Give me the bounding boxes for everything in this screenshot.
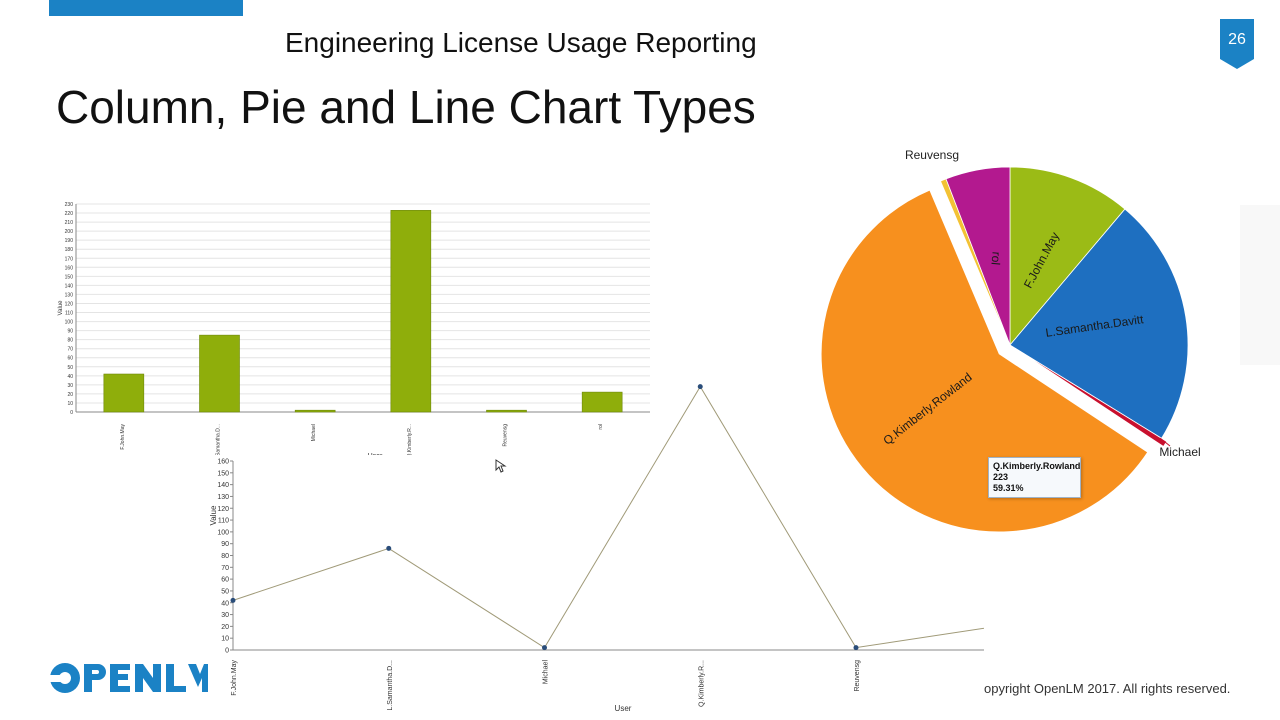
line-y-tick-label: 100 [217, 529, 229, 536]
bar-q-kimberly-r [390, 210, 432, 413]
bar-x-tick-label: L.Samantha.D... [216, 424, 222, 460]
copyright-text: opyright OpenLM 2017. All rights reserve… [984, 681, 1231, 696]
line-point-l-samantha-d [386, 545, 392, 551]
bar-x-tick-label: rol [598, 424, 604, 430]
pie-slice-q-kimberly-rowland [820, 189, 1149, 533]
line-y-tick-label: 140 [217, 482, 229, 489]
bar-y-tick-label: 190 [65, 238, 74, 244]
line-point-michael [542, 645, 547, 651]
pie-tooltip: Q.Kimberly.Rowland 223 59.31% [988, 457, 1081, 498]
line-y-tick-label: 40 [221, 600, 229, 607]
bar-f-john-may [103, 373, 145, 413]
line-x-tick-label: Reuvensg [854, 660, 861, 692]
pie-leader-michael [1159, 437, 1171, 447]
bar-y-tick-label: 30 [67, 383, 73, 389]
bar-y-tick-label: 220 [65, 211, 74, 217]
bar-y-axis-label: Value [58, 300, 64, 316]
tooltip-percent: 59.31% [993, 483, 1024, 493]
pie-slice-f-john-may [1009, 166, 1126, 347]
bar-y-tick-label: 90 [67, 329, 73, 335]
bar-y-tick-label: 110 [65, 311, 73, 317]
line-x-axis-label: User [615, 704, 632, 713]
line-y-tick-label: 150 [217, 470, 229, 477]
line-y-tick-label: 70 [221, 565, 229, 572]
bar-y-tick-label: 210 [65, 220, 74, 226]
openlm-logo [48, 663, 208, 693]
bar-y-tick-label: 10 [67, 401, 73, 407]
line-x-tick-label: L.Samantha.D... [387, 660, 394, 711]
bar-l-samantha-d [199, 334, 240, 413]
bar-y-tick-label: 160 [65, 265, 74, 271]
line-y-tick-label: 130 [217, 494, 229, 501]
presentation-subtitle: Engineering License Usage Reporting [285, 27, 757, 58]
line-y-tick-label: 20 [221, 624, 229, 631]
bar-y-tick-label: 0 [70, 410, 73, 416]
line-chart-background [205, 455, 985, 720]
line-y-tick-label: 160 [217, 459, 229, 466]
line-point-q-kimberly-r [697, 384, 703, 390]
bar-y-tick-label: 200 [65, 229, 74, 235]
line-x-tick-label: F.John.May [231, 660, 238, 696]
pie-label-michael: Michael [1159, 445, 1200, 459]
pie-slice-l-samantha-davitt [1009, 208, 1189, 439]
tooltip-value: 223 [993, 472, 1009, 482]
line-point-reuvensg [853, 645, 859, 651]
slide-number-badge: 26 [1220, 19, 1254, 69]
line-y-tick-label: 50 [221, 588, 229, 595]
pie-label-reuvensg: Reuvensg [905, 148, 959, 162]
badge-shape [1220, 19, 1254, 69]
bar-rol [581, 391, 623, 413]
pie-label-rol: rol [988, 251, 1003, 266]
pie-slice-michael [1014, 347, 1168, 448]
bar-y-tick-label: 180 [65, 247, 74, 253]
bar-x-tick-label: Reuvensg [503, 424, 509, 447]
bar-x-tick-label: F.John.May [120, 424, 126, 450]
bar-y-tick-label: 130 [65, 292, 74, 298]
top-accent-bar [49, 0, 243, 16]
bar-y-tick-label: 170 [65, 256, 74, 262]
line-series [233, 385, 984, 649]
mouse-cursor-icon [495, 459, 507, 473]
line-x-tick-label: Q.Kimberly.R... [698, 660, 705, 707]
pie-slice-rol [945, 166, 1011, 346]
line-y-tick-label: 90 [221, 541, 229, 548]
bar-y-tick-label: 20 [67, 392, 73, 398]
bar-y-tick-label: 230 [65, 202, 74, 208]
tooltip-name: Q.Kimberly.Rowland [993, 461, 1081, 471]
column-chart: 0 10 20 30 40 50 60 70 80 90 100 110 120 130 140 150 160… [58, 202, 650, 460]
line-y-tick-label: 30 [221, 612, 229, 619]
bar-x-tick-label: Q.Kimberly.R... [407, 424, 413, 458]
bar-y-tick-label: 70 [67, 347, 73, 353]
bar-y-tick-label: 60 [67, 356, 73, 362]
bar-y-tick-label: 50 [67, 365, 73, 371]
line-x-tick-label: Michael [543, 660, 550, 685]
page-title: Column, Pie and Line Chart Types [56, 81, 756, 133]
bar-x-tick-label: Michael [311, 424, 317, 441]
line-y-tick-label: 120 [217, 506, 229, 513]
line-y-tick-label: 60 [221, 577, 229, 584]
bar-y-tick-label: 120 [65, 301, 74, 307]
bar-y-tick-label: 140 [65, 283, 74, 289]
line-y-tick-label: 110 [218, 518, 229, 525]
line-point-f-john-may [230, 597, 236, 603]
bar-y-tick-label: 100 [65, 320, 74, 326]
bar-y-tick-label: 80 [67, 338, 73, 344]
bar-y-tick-label: 150 [65, 274, 74, 280]
slide-number: 26 [1228, 31, 1246, 48]
bar-y-tick-label: 40 [67, 374, 73, 380]
line-y-tick-label: 10 [221, 636, 229, 643]
line-chart: 0 10 20 30 40 50 60 70 80 90 100 110 120 130 140 150 160… [205, 384, 985, 720]
line-y-tick-label: 0 [225, 648, 229, 655]
bar-michael [294, 409, 336, 413]
line-y-axis-label: Value [209, 505, 218, 525]
pie-chart: F.John.MayL.Samantha.DavittMichaelQ.Kimb… [820, 148, 1201, 533]
bar-reuvensg [486, 409, 527, 413]
line-y-tick-label: 80 [221, 553, 229, 560]
